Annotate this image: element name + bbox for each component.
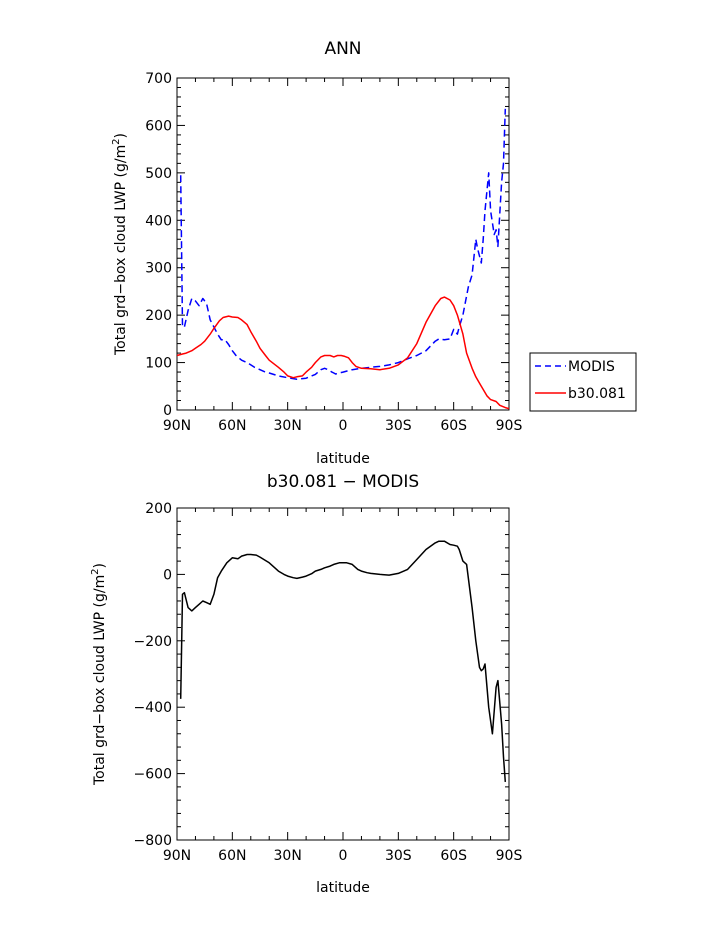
top-y-tick-label: 400 [145,213,172,229]
bottom-y-tick-label: 200 [145,501,172,517]
top-panel: ANN 0 100 200 300 400 500 600 700 90N 60N 30N 0 30S 6… [111,39,522,467]
bottom-x-tick-label: 90N [163,848,191,864]
bottom-x-axis-label: latitude [316,880,370,896]
top-x-tick-label: 60N [218,418,246,434]
bottom-y-axis-label: Total grd−box cloud LWP (g/m2) [90,563,108,786]
top-y-tick-label: 600 [145,118,172,134]
top-y-tick-label: 700 [145,71,172,87]
top-x-tick-label: 90N [163,418,191,434]
bottom-series-difference-line [179,540,507,782]
top-x-tick-label: 30S [385,418,412,434]
bottom-x-tick-label: 30S [385,848,412,864]
bottom-y-tick-label: −400 [134,700,172,716]
bottom-y-tick-label: −600 [134,767,172,783]
top-y-tick-label: 200 [145,308,172,324]
legend-modis-label: MODIS [568,359,615,375]
bottom-x-tick-label: 0 [339,848,348,864]
bottom-x-tick-label: 90S [496,848,523,864]
bottom-y-tick-label: −800 [134,833,172,849]
bottom-x-tick-label: 60S [440,848,467,864]
bottom-x-tick-label: 60N [218,848,246,864]
top-y-tick-label: 100 [145,356,172,372]
top-x-tick-label: 0 [339,418,348,434]
bottom-x-tick-label: 30N [274,848,302,864]
bottom-series-group [179,540,507,782]
top-y-tick-label: 500 [145,166,172,182]
bottom-plot-frame [176,507,510,841]
top-x-axis-label: latitude [316,451,370,467]
top-series-b30-081-line [176,296,510,410]
legend-b30-081-label: b30.081 [568,386,626,402]
legend-box [529,352,637,412]
top-series-group [176,108,510,410]
top-plot-frame [176,77,510,411]
bottom-y-tick-label: −200 [134,634,172,650]
top-ticks: 0 100 200 300 400 500 600 700 90N 60N 30N 0 30S 60S 90… [145,71,522,434]
top-chart-title: ANN [324,39,361,59]
bottom-chart-title: b30.081 − MODIS [267,472,419,492]
bottom-y-tick-label: 0 [163,567,172,583]
top-y-axis-label: Total grd−box cloud LWP (g/m2) [111,133,129,356]
bottom-panel: b30.081 − MODIS −800 −600 −400 −200 0 200 90N 6… [90,472,522,896]
top-series-modis-line [179,108,507,380]
top-x-tick-label: 30N [274,418,302,434]
bottom-ticks: −800 −600 −400 −200 0 200 90N 60N 30N 0 30S 60S 90S [134,501,523,864]
legend: MODIS b30.081 [529,352,637,412]
top-y-tick-label: 0 [163,403,172,419]
top-x-tick-label: 90S [496,418,523,434]
top-y-tick-label: 300 [145,261,172,277]
top-x-tick-label: 60S [440,418,467,434]
